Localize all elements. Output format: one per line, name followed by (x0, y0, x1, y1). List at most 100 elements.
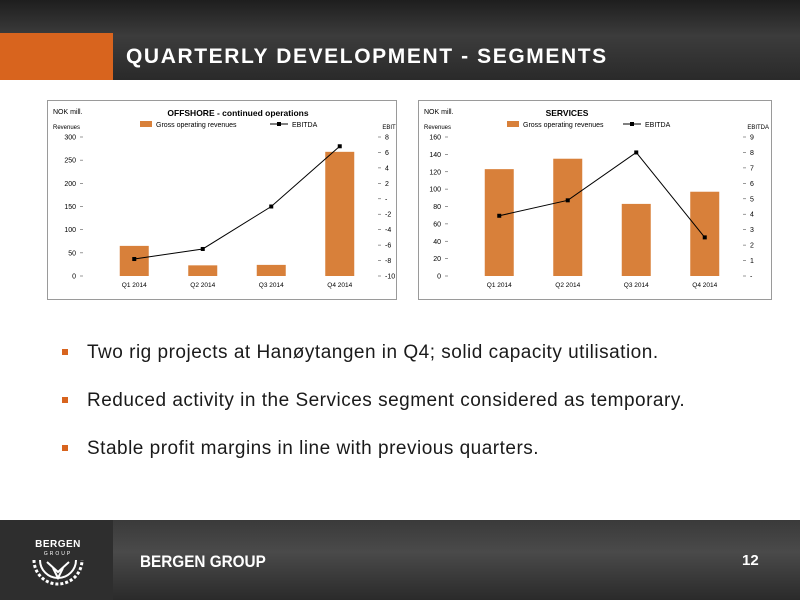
logo-subtitle: GROUP (43, 551, 73, 557)
bullet-item: Stable profit margins in line with previ… (62, 438, 782, 486)
left-axis-label: Revenues (53, 125, 80, 131)
bar-revenues (325, 151, 355, 276)
bullet-list: Two rig projects at Hanøytangen in Q4; s… (62, 342, 782, 486)
legend-marker-ebitda (630, 122, 634, 126)
bar-revenues (621, 203, 651, 276)
logo-gear-icon (32, 559, 84, 586)
bullet-square-icon (62, 445, 68, 451)
legend-label-ebitda: EBITDA (645, 122, 671, 129)
y-left-tick-label: 150 (64, 204, 76, 211)
x-tick-label: Q3 2014 (259, 282, 284, 289)
ebitda-point (634, 150, 639, 155)
ebitda-point (702, 235, 707, 240)
bullet-square-icon (62, 397, 68, 403)
legend-marker-ebitda (277, 122, 281, 126)
logo-wordmark: BERGEN (35, 539, 81, 550)
y-left-tick-label: 200 (64, 181, 76, 188)
y-right-tick-label: - (750, 274, 753, 281)
y-left-tick-label: 250 (64, 158, 76, 165)
legend-swatch-revenues (507, 121, 519, 127)
bar-revenues (484, 169, 514, 276)
logo-box: BERGEN GROUP (0, 520, 113, 600)
y-right-tick-label: 3 (750, 227, 754, 234)
ebitda-point (269, 204, 274, 209)
ebitda-point (565, 198, 570, 203)
legend-label-revenues: Gross operating revenues (523, 122, 604, 129)
x-tick-label: Q3 2014 (624, 282, 649, 289)
y-right-tick-label: 5 (750, 196, 754, 203)
services-chart-panel: NOK mill. Revenues EBITDA SERVICES Gross ope… (418, 100, 772, 300)
offshore-chart-panel: NOK mill. Revenues EBITDA OFFSHORE - contin… (47, 100, 397, 300)
bar-revenues (256, 264, 286, 276)
y-right-tick-label: 2 (750, 243, 754, 250)
x-tick-label: Q4 2014 (692, 282, 717, 289)
right-axis-label: EBITDA (382, 125, 396, 131)
bullet-text: Two rig projects at Hanøytangen in Q4; s… (87, 342, 659, 363)
ebitda-line (499, 151, 706, 238)
chart-title: SERVICES (546, 108, 589, 118)
y-left-tick-label: 60 (433, 221, 441, 228)
y-right-tick-label: - (385, 196, 388, 203)
x-tick-label: Q2 2014 (555, 282, 580, 289)
y-right-tick-label: 1 (750, 258, 754, 265)
unit-label: NOK mill. (424, 109, 454, 116)
y-left-tick-label: 50 (68, 250, 76, 257)
y-left-tick-label: 0 (437, 274, 441, 281)
x-tick-label: Q2 2014 (190, 282, 215, 289)
y-right-tick-label: -6 (385, 243, 391, 250)
legend-label-ebitda: EBITDA (292, 122, 318, 129)
y-left-tick-label: 120 (429, 169, 441, 176)
bar-revenues (188, 265, 218, 276)
ebitda-point (132, 257, 137, 262)
y-right-tick-label: 2 (385, 181, 389, 188)
legend-swatch-revenues (140, 121, 152, 127)
ebitda-line (134, 145, 341, 260)
y-left-tick-label: 160 (429, 135, 441, 142)
title-accent-block (0, 33, 113, 80)
x-tick-label: Q4 2014 (327, 282, 352, 289)
chart-title: OFFSHORE - continued operations (167, 108, 308, 118)
right-axis-label: EBITDA (747, 125, 769, 131)
y-right-tick-label: 7 (750, 165, 754, 172)
y-left-tick-label: 300 (64, 135, 76, 142)
y-right-tick-label: -10 (385, 274, 395, 281)
y-left-tick-label: 140 (429, 152, 441, 159)
y-right-tick-label: 6 (385, 150, 389, 157)
unit-label: NOK mill. (53, 109, 83, 116)
ebitda-point (200, 246, 205, 251)
page-number: 12 (742, 552, 759, 569)
y-left-tick-label: 100 (64, 227, 76, 234)
slide-title: QUARTERLY DEVELOPMENT - SEGMENTS (126, 45, 608, 68)
bar-revenues (690, 191, 720, 276)
legend-label-revenues: Gross operating revenues (156, 122, 237, 129)
bullet-item: Two rig projects at Hanøytangen in Q4; s… (62, 342, 782, 390)
y-right-tick-label: 4 (385, 165, 389, 172)
footer-brand-name: BERGEN GROUP (140, 552, 266, 571)
offshore-chart: NOK mill. Revenues EBITDA OFFSHORE - contin… (53, 108, 396, 289)
left-axis-label: Revenues (424, 125, 451, 131)
y-left-tick-label: 80 (433, 204, 441, 211)
y-right-tick-label: 8 (750, 150, 754, 157)
y-right-tick-label: -4 (385, 227, 391, 234)
ebitda-point (497, 213, 502, 218)
footer-bar: BERGEN GROUP BERGEN GROUP 12 (0, 520, 800, 600)
x-tick-label: Q1 2014 (122, 282, 147, 289)
y-left-tick-label: 40 (433, 239, 441, 246)
bullet-text: Stable profit margins in line with previ… (87, 438, 540, 459)
bullet-item: Reduced activity in the Services segment… (62, 390, 782, 438)
y-right-tick-label: -2 (385, 212, 391, 219)
services-chart: NOK mill. Revenues EBITDA SERVICES Gross ope… (424, 108, 769, 289)
y-left-tick-label: 0 (72, 274, 76, 281)
title-bar: QUARTERLY DEVELOPMENT - SEGMENTS (0, 0, 800, 80)
y-right-tick-label: 8 (385, 135, 389, 142)
y-left-tick-label: 100 (429, 187, 441, 194)
ebitda-point (337, 144, 342, 149)
bullet-square-icon (62, 349, 68, 355)
y-right-tick-label: 6 (750, 181, 754, 188)
bar-revenues (553, 158, 583, 276)
bullet-text: Reduced activity in the Services segment… (87, 390, 686, 411)
y-right-tick-label: -8 (385, 258, 391, 265)
y-left-tick-label: 20 (433, 256, 441, 263)
y-right-tick-label: 9 (750, 135, 754, 142)
x-tick-label: Q1 2014 (487, 282, 512, 289)
